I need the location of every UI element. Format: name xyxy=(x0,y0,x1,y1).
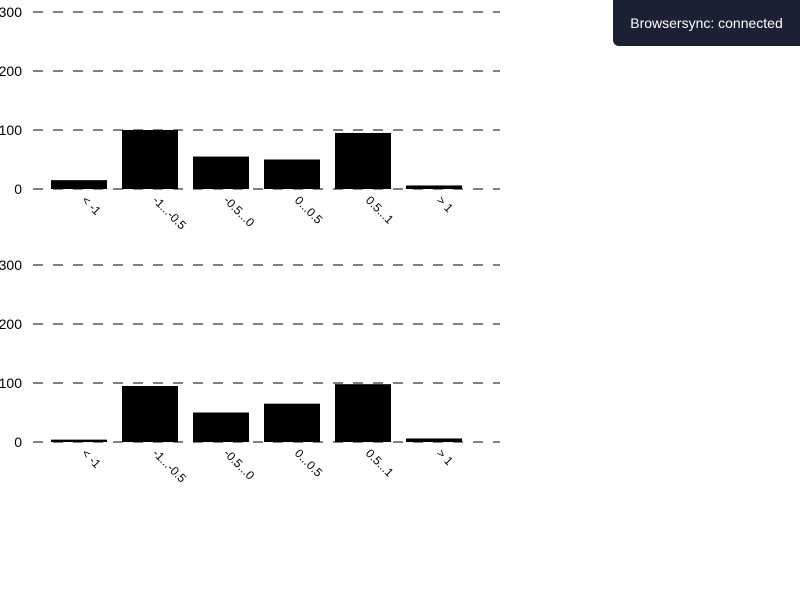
x-category-label: -0.5...0 xyxy=(221,193,258,230)
bar xyxy=(51,180,107,189)
bar xyxy=(122,130,178,189)
y-tick-label: 0 xyxy=(14,181,22,197)
x-category-label: > 1 xyxy=(434,446,456,468)
x-category-label: 0.5...1 xyxy=(363,193,397,227)
x-category-label: 0...0.5 xyxy=(292,446,326,480)
y-tick-label: 200 xyxy=(0,63,22,79)
x-category-label: < -1 xyxy=(79,446,104,471)
x-category-label: -1...-0.5 xyxy=(150,446,189,485)
x-category-label: -0.5...0 xyxy=(221,446,258,483)
bar xyxy=(264,403,320,442)
y-tick-label: 100 xyxy=(0,122,22,138)
bar xyxy=(193,156,249,189)
bar xyxy=(193,412,249,442)
x-category-label: < -1 xyxy=(79,193,104,218)
y-tick-label: 200 xyxy=(0,316,22,332)
y-tick-label: 300 xyxy=(0,4,22,20)
bar xyxy=(406,438,462,442)
y-tick-label: 300 xyxy=(0,257,22,273)
histogram-chart-1: 300 200 100 0 < -1 -1...-0.5 -0.5...0 0...0.5 0.… xyxy=(0,4,500,233)
bar xyxy=(406,185,462,189)
bar xyxy=(335,384,391,442)
bar xyxy=(335,132,391,189)
x-category-label: -1...-0.5 xyxy=(150,193,189,232)
bar xyxy=(122,385,178,442)
bar xyxy=(264,159,320,189)
bar xyxy=(51,439,107,442)
histogram-chart-2: 300 200 100 0 < -1 -1...-0.5 -0.5...0 0...0.5 0.… xyxy=(0,257,500,486)
y-tick-label: 100 xyxy=(0,375,22,391)
browsersync-notification: Browsersync: connected xyxy=(613,0,800,46)
y-tick-label: 0 xyxy=(14,434,22,450)
x-category-label: 0.5...1 xyxy=(363,446,397,480)
x-category-label: > 1 xyxy=(434,193,456,215)
x-category-label: 0...0.5 xyxy=(292,193,326,227)
